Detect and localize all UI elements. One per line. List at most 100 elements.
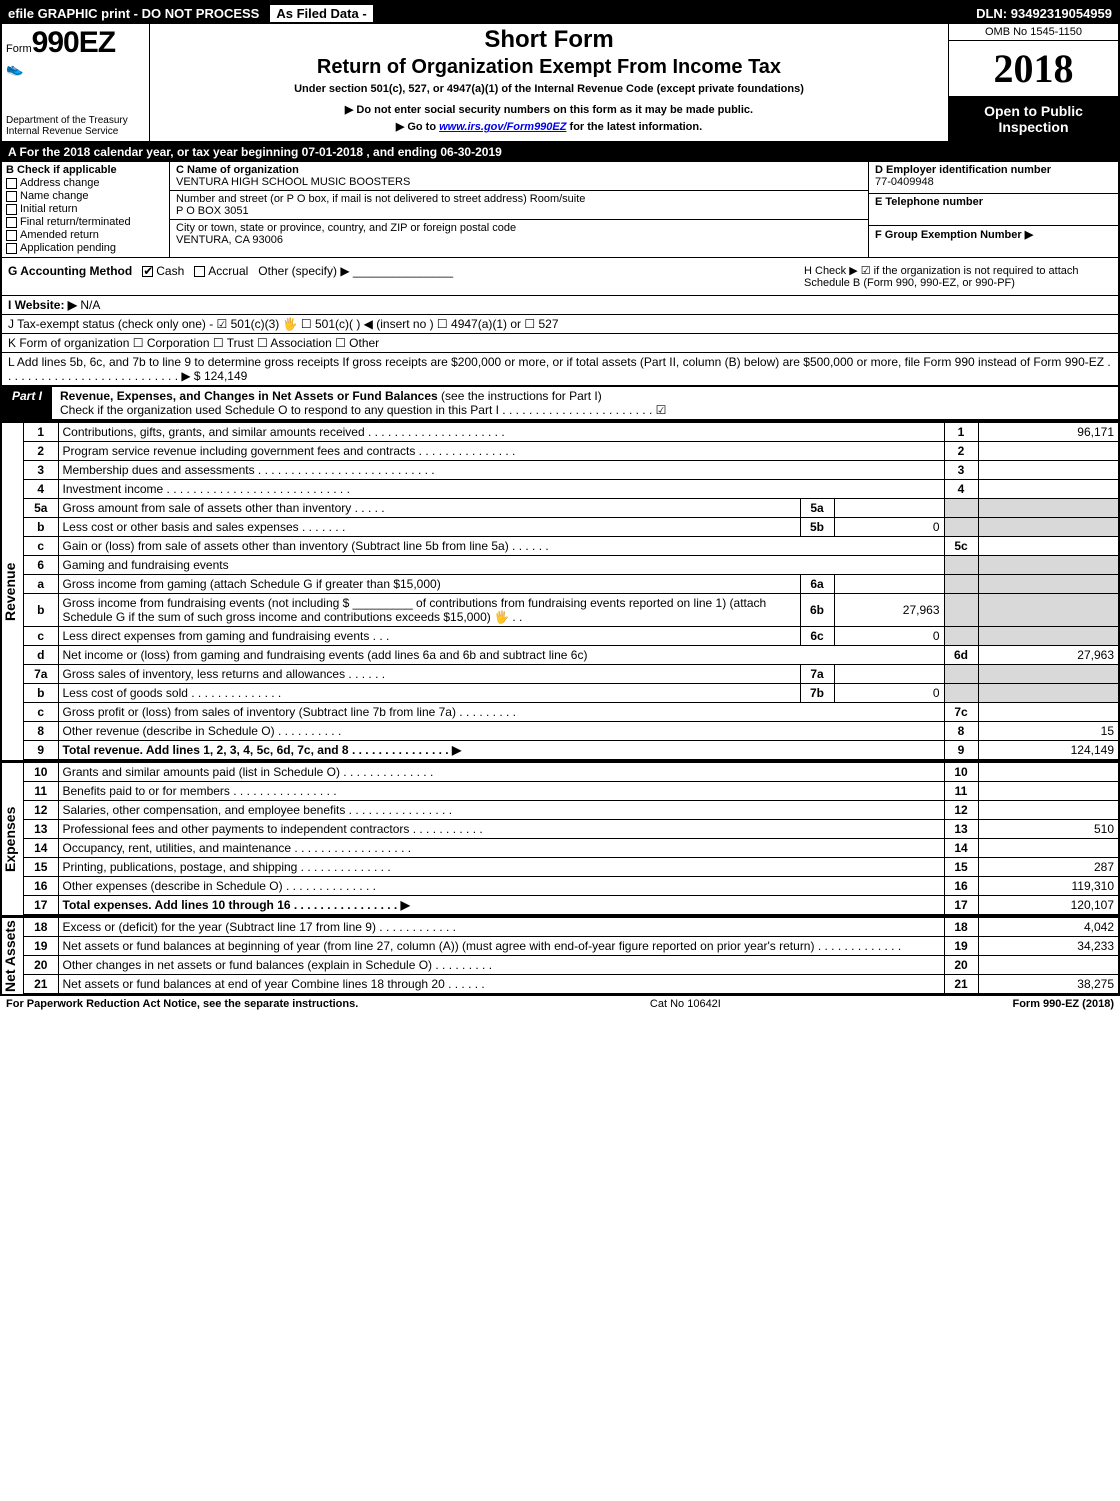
- line-8: 8Other revenue (describe in Schedule O) …: [24, 722, 1118, 741]
- open-public: Open to Public Inspection: [949, 97, 1118, 141]
- col-b-checkboxes: B Check if applicable Address change Nam…: [2, 162, 170, 257]
- b-label: B Check if applicable: [6, 164, 165, 176]
- revenue-table: 1Contributions, gifts, grants, and simil…: [24, 422, 1118, 760]
- checkbox-icon[interactable]: [6, 191, 17, 202]
- goto-pre: ▶ Go to: [396, 121, 439, 133]
- c-city-cell: City or town, state or province, country…: [170, 220, 868, 248]
- check-address: Address change: [6, 177, 165, 189]
- g-cash: Cash: [156, 264, 184, 278]
- row-g-h: G Accounting Method Cash Accrual Other (…: [2, 258, 1118, 296]
- line-15: 15Printing, publications, postage, and s…: [24, 858, 1118, 877]
- as-filed-label: As Filed Data -: [269, 4, 373, 23]
- c-city-label: City or town, state or province, country…: [176, 222, 516, 234]
- footer-left: For Paperwork Reduction Act Notice, see …: [6, 998, 358, 1010]
- part-1-title-paren: (see the instructions for Part I): [441, 389, 602, 403]
- checkbox-accrual-icon[interactable]: [194, 266, 205, 277]
- form-990ez: efile GRAPHIC print - DO NOT PROCESS As …: [0, 0, 1120, 996]
- h-schedule-b: H Check ▶ ☑ if the organization is not r…: [798, 258, 1118, 295]
- check-final: Final return/terminated: [6, 216, 165, 228]
- check-pending: Application pending: [6, 242, 165, 254]
- line-20: 20Other changes in net assets or fund ba…: [24, 956, 1118, 975]
- header-center: Short Form Return of Organization Exempt…: [150, 24, 948, 141]
- line-6d: dNet income or (loss) from gaming and fu…: [24, 646, 1118, 665]
- checkbox-icon[interactable]: [6, 204, 17, 215]
- check-final-label: Final return/terminated: [20, 216, 131, 228]
- under-section: Under section 501(c), 527, or 4947(a)(1)…: [156, 83, 942, 95]
- line-7c: cGross profit or (loss) from sales of in…: [24, 703, 1118, 722]
- org-address: P O BOX 3051: [176, 205, 249, 217]
- d-ein-cell: D Employer identification number 77-0409…: [869, 162, 1118, 194]
- g-accounting: G Accounting Method Cash Accrual Other (…: [2, 258, 798, 295]
- form-no: 990EZ: [32, 26, 115, 59]
- row-a-tax-year: A For the 2018 calendar year, or tax yea…: [2, 143, 1118, 162]
- website-value: N/A: [80, 298, 100, 312]
- line-18: 18Excess or (deficit) for the year (Subt…: [24, 918, 1118, 937]
- part-1-title-text: Revenue, Expenses, and Changes in Net As…: [60, 389, 438, 403]
- line-21: 21Net assets or fund balances at end of …: [24, 975, 1118, 994]
- checkbox-icon[interactable]: [6, 243, 17, 254]
- checkbox-cash-icon[interactable]: [142, 266, 153, 277]
- page-footer: For Paperwork Reduction Act Notice, see …: [0, 996, 1120, 1012]
- line-6b: bGross income from fundraising events (n…: [24, 594, 1118, 627]
- dln: DLN: 93492319054959: [970, 6, 1118, 21]
- omb-number: OMB No 1545-1150: [949, 24, 1118, 41]
- irs-link[interactable]: www.irs.gov/Form990EZ: [439, 121, 566, 133]
- row-l-gross-receipts: L Add lines 5b, 6c, and 7b to line 9 to …: [2, 353, 1118, 387]
- check-initial-label: Initial return: [20, 203, 77, 215]
- line-14: 14Occupancy, rent, utilities, and mainte…: [24, 839, 1118, 858]
- line-7b: bLess cost of goods sold . . . . . . . .…: [24, 684, 1118, 703]
- check-initial: Initial return: [6, 203, 165, 215]
- irs-label: Internal Revenue Service: [6, 126, 145, 137]
- c-name-cell: C Name of organization VENTURA HIGH SCHO…: [170, 162, 868, 191]
- check-name-label: Name change: [20, 190, 89, 202]
- line-9: 9Total revenue. Add lines 1, 2, 3, 4, 5c…: [24, 741, 1118, 760]
- revenue-section: Revenue 1Contributions, gifts, grants, a…: [2, 420, 1118, 760]
- line-2: 2Program service revenue including gover…: [24, 442, 1118, 461]
- line-16: 16Other expenses (describe in Schedule O…: [24, 877, 1118, 896]
- form-prefix: Form: [6, 43, 32, 55]
- l-value: 124,149: [204, 369, 247, 383]
- line-13: 13Professional fees and other payments t…: [24, 820, 1118, 839]
- check-name: Name change: [6, 190, 165, 202]
- f-group-cell: F Group Exemption Number ▶: [869, 226, 1118, 257]
- line-19: 19Net assets or fund balances at beginni…: [24, 937, 1118, 956]
- line-17: 17Total expenses. Add lines 10 through 1…: [24, 896, 1118, 915]
- l-text: L Add lines 5b, 6c, and 7b to line 9 to …: [8, 355, 1111, 383]
- e-phone-label: E Telephone number: [875, 196, 983, 208]
- form-header: Form990EZ 👟 Department of the Treasury I…: [2, 24, 1118, 143]
- footer-mid: Cat No 10642I: [650, 998, 721, 1010]
- row-k-org-form: K Form of organization ☐ Corporation ☐ T…: [2, 334, 1118, 353]
- block-b-through-f: B Check if applicable Address change Nam…: [2, 162, 1118, 258]
- line-12: 12Salaries, other compensation, and empl…: [24, 801, 1118, 820]
- check-address-label: Address change: [20, 177, 100, 189]
- line-5b: bLess cost or other basis and sales expe…: [24, 518, 1118, 537]
- goto-post: for the latest information.: [566, 121, 702, 133]
- checkbox-icon[interactable]: [6, 217, 17, 228]
- expenses-section: Expenses 10Grants and similar amounts pa…: [2, 760, 1118, 915]
- org-name: VENTURA HIGH SCHOOL MUSIC BOOSTERS: [176, 176, 410, 188]
- i-label: I Website: ▶: [8, 298, 77, 312]
- org-city: VENTURA, CA 93006: [176, 234, 283, 246]
- part-1-header: Part I Revenue, Expenses, and Changes in…: [2, 387, 1118, 420]
- check-amended: Amended return: [6, 229, 165, 241]
- g-accrual: Accrual: [208, 264, 248, 278]
- c-addr-label: Number and street (or P O box, if mail i…: [176, 193, 585, 205]
- f-group-label: F Group Exemption Number ▶: [875, 229, 1033, 241]
- footer-right: Form 990-EZ (2018): [1012, 998, 1114, 1010]
- form-title: Return of Organization Exempt From Incom…: [156, 56, 942, 79]
- ein-value: 77-0409948: [875, 176, 934, 188]
- row-j-tax-exempt: J Tax-exempt status (check only one) - ☑…: [2, 315, 1118, 334]
- checkbox-icon[interactable]: [6, 230, 17, 241]
- netassets-side-label: Net Assets: [2, 917, 24, 994]
- line-6: 6Gaming and fundraising events: [24, 556, 1118, 575]
- top-bar: efile GRAPHIC print - DO NOT PROCESS As …: [2, 2, 1118, 24]
- col-d-e-f: D Employer identification number 77-0409…: [868, 162, 1118, 257]
- goto-line: ▶ Go to www.irs.gov/Form990EZ for the la…: [156, 120, 942, 133]
- checkbox-icon[interactable]: [6, 178, 17, 189]
- g-other: Other (specify) ▶: [258, 264, 349, 278]
- line-5c: cGain or (loss) from sale of assets othe…: [24, 537, 1118, 556]
- ssn-notice: ▶ Do not enter social security numbers o…: [156, 103, 942, 116]
- dln-label: DLN:: [976, 6, 1007, 21]
- d-ein-label: D Employer identification number: [875, 164, 1051, 176]
- part-1-title: Revenue, Expenses, and Changes in Net As…: [52, 387, 1118, 419]
